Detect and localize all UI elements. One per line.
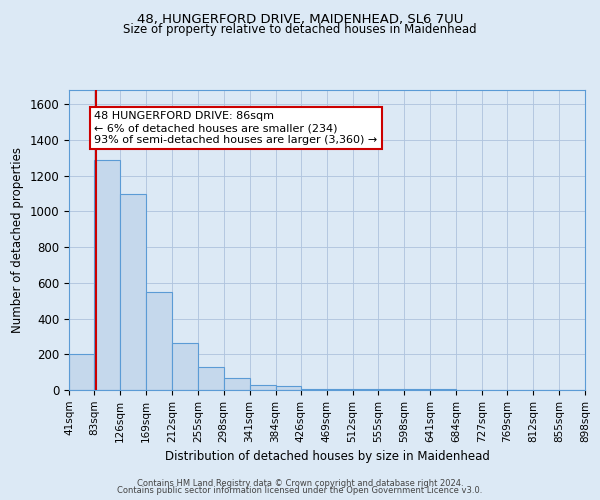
Bar bbox=[404, 389, 430, 390]
Bar bbox=[172, 342, 198, 390]
Text: Size of property relative to detached houses in Maidenhead: Size of property relative to detached ho… bbox=[123, 22, 477, 36]
Bar bbox=[198, 367, 224, 390]
Text: Contains HM Land Registry data © Crown copyright and database right 2024.: Contains HM Land Registry data © Crown c… bbox=[137, 478, 463, 488]
Text: Contains public sector information licensed under the Open Government Licence v3: Contains public sector information licen… bbox=[118, 486, 482, 495]
Bar bbox=[353, 389, 379, 390]
Bar bbox=[120, 194, 146, 390]
Bar bbox=[69, 354, 94, 390]
Bar bbox=[326, 389, 353, 390]
Bar bbox=[301, 389, 326, 390]
Text: 48 HUNGERFORD DRIVE: 86sqm
← 6% of detached houses are smaller (234)
93% of semi: 48 HUNGERFORD DRIVE: 86sqm ← 6% of detac… bbox=[94, 112, 377, 144]
Bar bbox=[275, 386, 301, 390]
Bar bbox=[250, 384, 275, 390]
Bar bbox=[94, 160, 120, 390]
X-axis label: Distribution of detached houses by size in Maidenhead: Distribution of detached houses by size … bbox=[164, 450, 490, 463]
Bar bbox=[379, 389, 404, 390]
Y-axis label: Number of detached properties: Number of detached properties bbox=[11, 147, 24, 333]
Bar bbox=[146, 292, 172, 390]
Text: 48, HUNGERFORD DRIVE, MAIDENHEAD, SL6 7UU: 48, HUNGERFORD DRIVE, MAIDENHEAD, SL6 7U… bbox=[137, 12, 463, 26]
Bar bbox=[224, 378, 250, 390]
